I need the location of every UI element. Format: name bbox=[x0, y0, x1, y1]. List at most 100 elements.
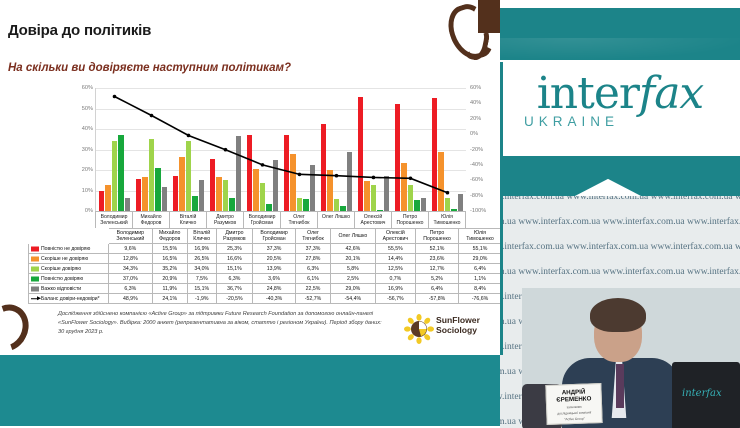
chart-bar bbox=[394, 104, 401, 211]
table-cell: 1,1% bbox=[458, 273, 502, 284]
chart-bar-group bbox=[429, 88, 466, 211]
chart-bar bbox=[192, 195, 198, 211]
table-corner-cell bbox=[29, 229, 109, 244]
table-column-header: Володимир Зеленський bbox=[108, 228, 153, 244]
table-cell: 25,3% bbox=[215, 243, 254, 254]
table-cell: 5,2% bbox=[414, 273, 460, 284]
table-cell: -56,7% bbox=[374, 293, 416, 304]
backdrop-url-text: www.interfax.com.ua www.interfax.com.ua … bbox=[500, 217, 740, 227]
chart-bar bbox=[105, 184, 111, 211]
legend-swatch-icon bbox=[31, 286, 39, 291]
data-table: Володимир Зеленський Михайло Федоров Віталій… bbox=[28, 228, 502, 304]
table-cell: 24,1% bbox=[151, 293, 188, 304]
sunflower-icon bbox=[404, 314, 434, 344]
table-cell: 15,5% bbox=[151, 243, 188, 254]
chart-bar bbox=[111, 140, 118, 211]
chart-bar bbox=[266, 203, 272, 211]
table-cell: 48,9% bbox=[108, 293, 153, 304]
chart-bar bbox=[246, 134, 253, 211]
table-cell: 20,5% bbox=[252, 253, 296, 264]
table-cell: 8,4% bbox=[458, 283, 502, 294]
backdrop-url-text: www.interfax.com.ua www.interfax.com.ua … bbox=[500, 242, 740, 252]
chart-bar bbox=[451, 208, 457, 211]
table-column-header: Юлія Тимошенко bbox=[458, 228, 502, 244]
table-cell: 3,6% bbox=[252, 273, 296, 284]
sunflower-logo-line2: Sociology bbox=[436, 325, 478, 336]
y-axis-tick-right: -60% bbox=[470, 177, 484, 184]
speaker-nameplate: АНДРІЙ ЄРЕМЕНКО засновник дослідницької … bbox=[545, 383, 603, 425]
chart-bar bbox=[438, 151, 444, 211]
chart-bar bbox=[370, 185, 377, 211]
table-cell: 12,8% bbox=[108, 253, 153, 264]
chart-bar bbox=[407, 184, 414, 211]
chart-bar-group bbox=[281, 88, 318, 211]
chart-bar bbox=[198, 180, 205, 211]
teal-header-band bbox=[500, 8, 740, 60]
chart-bar bbox=[229, 198, 235, 211]
laptop: interfax bbox=[672, 362, 740, 428]
legend-swatch-icon bbox=[31, 276, 39, 281]
sunflower-logo-line1: SunFlower bbox=[436, 315, 480, 325]
nameplate-role-line2: дослідницької компанії bbox=[557, 410, 592, 416]
table-cell: 16,9% bbox=[374, 283, 416, 294]
y-axis-tick-right: -40% bbox=[470, 161, 484, 168]
chart-bar-group bbox=[244, 88, 281, 211]
chart-bar bbox=[222, 180, 229, 211]
nameplate-role-line3: "Active Group" bbox=[564, 416, 585, 421]
table-cell: 11,9% bbox=[151, 283, 188, 294]
y-axis-tick-right: -100% bbox=[470, 208, 487, 214]
table-row: Повністю не довіряю 9,6% 15,5% 16,9% 25,3% 37… bbox=[28, 243, 502, 254]
table-cell: 6,3% bbox=[215, 273, 254, 284]
table-row-label: Повністю не довіряю bbox=[28, 243, 109, 254]
chart-bar-group bbox=[207, 88, 244, 211]
interfax-branding-panel: interfax UKRAINE www.interfax.com.ua www… bbox=[500, 0, 740, 428]
chart-bar-group bbox=[96, 88, 133, 211]
table-cell: 9,6% bbox=[108, 243, 153, 254]
chart-bar bbox=[179, 156, 185, 211]
sunflower-sociology-logo: SunFlower Sociology bbox=[404, 312, 500, 346]
table-cell: 2,5% bbox=[330, 273, 376, 284]
chart-bar bbox=[444, 197, 451, 211]
y-axis-tick-left: 40% bbox=[81, 126, 93, 132]
table-row: Скоріше не довіряю 12,8% 16,5% 26,5% 16,6% 20… bbox=[28, 253, 502, 264]
table-cell: 24,8% bbox=[252, 283, 296, 294]
y-axis-tick-left: 50% bbox=[81, 105, 93, 112]
table-cell: 12,7% bbox=[414, 263, 460, 274]
y-axis-tick-right: 40% bbox=[470, 100, 482, 107]
chart-bar bbox=[290, 154, 296, 211]
chart-bar bbox=[253, 168, 259, 211]
presentation-slide: Довіра до політиків На скільки ви довіря… bbox=[0, 0, 512, 426]
chart-bar bbox=[401, 162, 407, 211]
teal-chevron-band bbox=[500, 156, 740, 200]
table-cell: 26,5% bbox=[186, 253, 217, 264]
speaker-photo: interfax АНДРІЙ ЄРЕМЕНКО засновник дослі… bbox=[522, 288, 740, 428]
press-conference-backdrop: www.interfax.com.ua www.interfax.com.ua … bbox=[500, 196, 740, 428]
chart-bar bbox=[259, 182, 266, 211]
table-cell: 15,1% bbox=[215, 263, 254, 274]
table-cell: -1,9% bbox=[186, 293, 217, 304]
chart-bar-group bbox=[133, 88, 170, 211]
chart-bar-group bbox=[318, 88, 355, 211]
table-column-header: Дмитро Разумков bbox=[215, 228, 254, 244]
chart-bar bbox=[235, 135, 242, 211]
interfax-logo-subtitle: UKRAINE bbox=[524, 114, 620, 129]
chart-bar bbox=[333, 199, 340, 211]
chart-bar bbox=[364, 181, 370, 211]
y-axis-tick-left: 20% bbox=[81, 167, 93, 173]
nameplate-role-line1: засновник bbox=[566, 404, 582, 410]
y-axis-tick-right: -20% bbox=[470, 146, 484, 153]
table-cell: 34,3% bbox=[108, 263, 153, 274]
table-cell: 36,7% bbox=[215, 283, 254, 294]
chart-bar bbox=[216, 176, 222, 211]
chart-bar bbox=[457, 193, 464, 211]
table-cell: 35,2% bbox=[151, 263, 188, 274]
table-cell: -76,6% bbox=[458, 293, 502, 304]
table-row-label: Важко відповісти bbox=[28, 283, 109, 294]
y-axis-tick-left: 10% bbox=[81, 187, 93, 194]
chart-bar bbox=[272, 160, 279, 211]
table-column-header: Олег Тягнибок bbox=[294, 228, 332, 244]
table-cell: 7,5% bbox=[186, 273, 217, 284]
y-axis-tick-right: 20% bbox=[470, 115, 482, 122]
chart-bar-group bbox=[355, 88, 392, 211]
table-cell: -20,5% bbox=[215, 293, 254, 304]
